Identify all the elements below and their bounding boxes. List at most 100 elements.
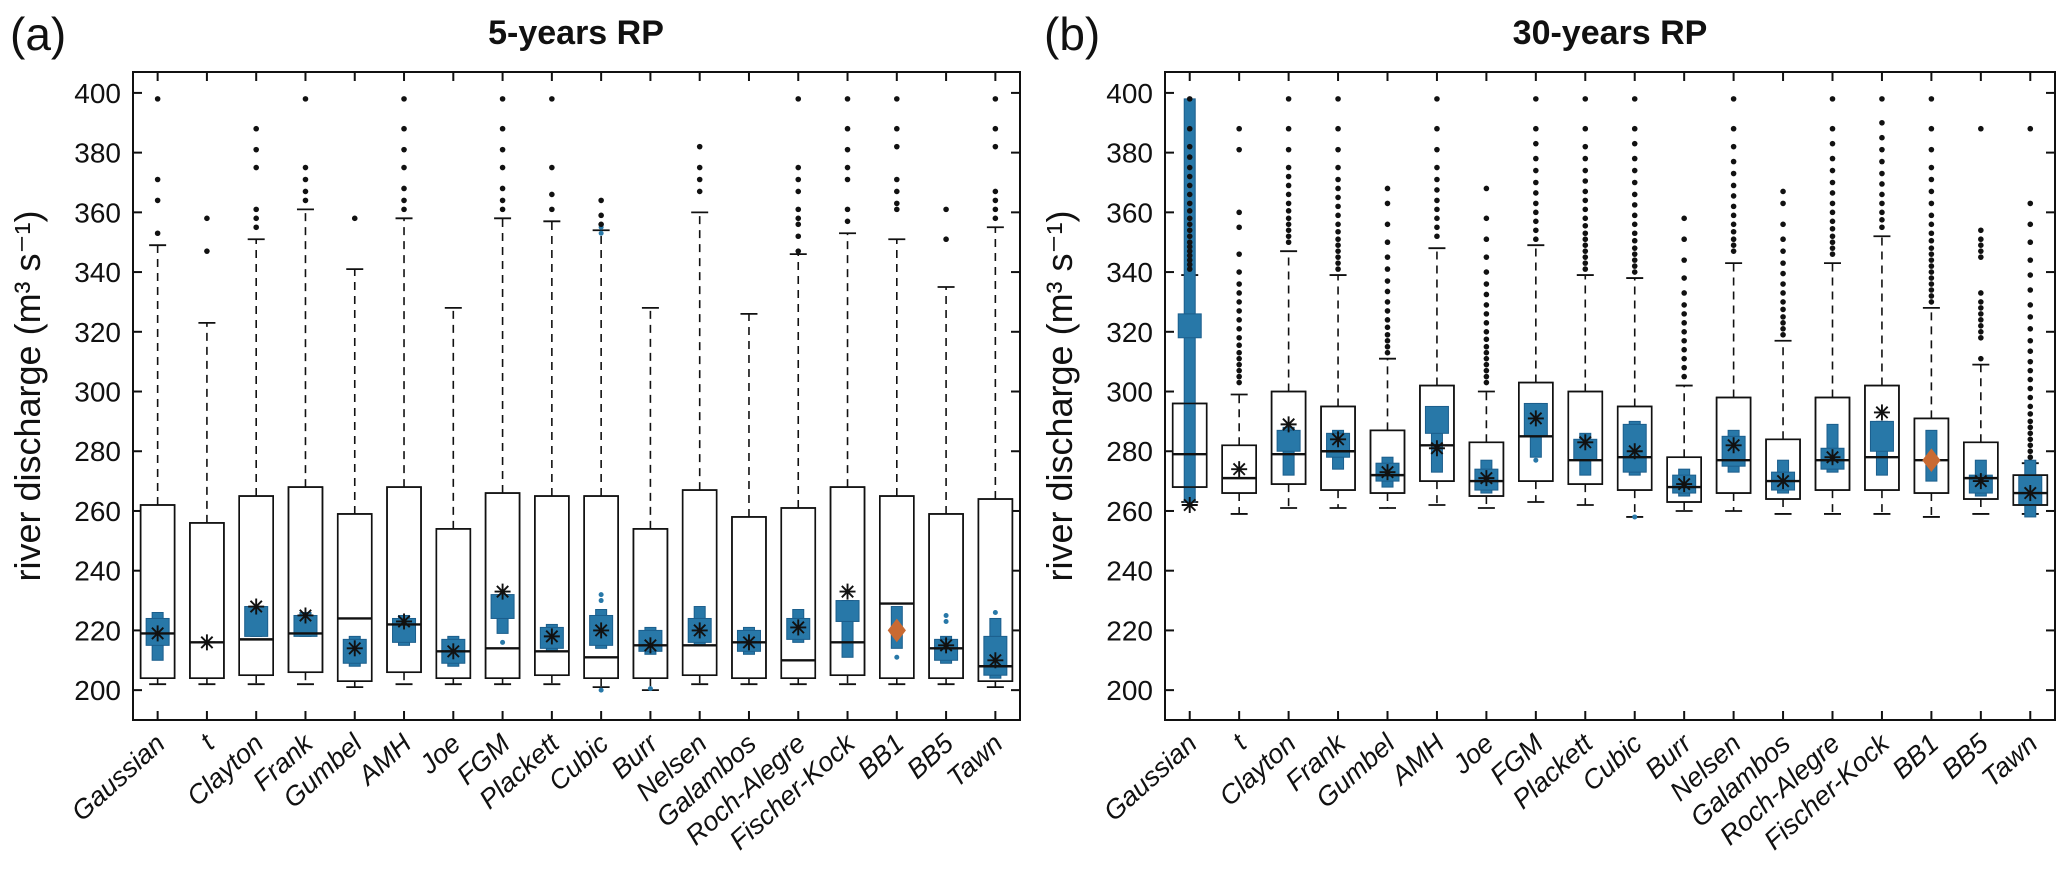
outlier-dot (1631, 230, 1638, 237)
outlier-dot (1582, 236, 1589, 243)
iqr-box-outline (189, 522, 225, 679)
iqr-box-outline (1913, 417, 1950, 494)
outlier-dot (1236, 349, 1242, 356)
outlier-dot (1928, 299, 1935, 305)
outlier-dot (1730, 228, 1737, 235)
outlier-dot (302, 176, 309, 183)
panel-a-y-axis-label: river discharge (m³ s⁻¹) (7, 210, 48, 581)
boxplot-Joe (435, 307, 472, 686)
outlier-dot (1829, 125, 1836, 132)
iqr-box-outline (731, 516, 767, 679)
outlier-dot (1285, 215, 1292, 222)
outlier-dot (1730, 248, 1737, 254)
outlier-dot (1978, 334, 1984, 341)
outlier-dot (1730, 125, 1737, 132)
outlier-dot (1780, 306, 1786, 313)
outlier-dot (1285, 182, 1292, 189)
y-tick-label: 340 (74, 257, 121, 288)
outlier-dot (1780, 188, 1786, 195)
boxplot-Tawn (2012, 125, 2049, 518)
outlier-dot (1186, 96, 1193, 102)
boxplot-Clayton (1270, 96, 1307, 509)
outlier-dot (2027, 337, 2034, 344)
iqr-box (681, 489, 718, 677)
outlier-dot (1730, 96, 1737, 102)
outlier-dot (1335, 176, 1341, 183)
outlier-dot (1384, 324, 1391, 331)
outlier-dot (1236, 209, 1242, 216)
outlier-dot (1483, 269, 1490, 275)
asterisk-marker (1428, 440, 1445, 457)
outlier-dot (1384, 349, 1391, 356)
outlier-dot (499, 206, 506, 213)
outlier-dot (1978, 328, 1984, 335)
outlier-dot (1582, 125, 1589, 132)
blue-outlier-dot (647, 686, 653, 692)
outlier-dot (2027, 302, 2034, 308)
outlier-dot (1730, 236, 1737, 243)
outlier-dot (1236, 317, 1242, 323)
panel-a-plot: 200 220 240 260 280 300 320 340 360 380 400 Gaussia… (66, 71, 1021, 856)
iqr-box-outline (1765, 438, 1801, 500)
outlier-dot (1236, 342, 1242, 349)
outlier-dot (253, 224, 259, 231)
outlier-dot (1978, 323, 1984, 329)
outlier-dot (253, 206, 259, 213)
asterisk-marker (445, 643, 462, 660)
boxplot-AMH (386, 96, 422, 686)
outlier-dot (549, 96, 555, 102)
outlier-dot (401, 197, 407, 204)
outlier-dot (894, 125, 900, 132)
iqr-box (189, 522, 225, 679)
outlier-dot (1483, 373, 1490, 380)
x-tick-label: Tawn (941, 728, 1008, 793)
iqr-box (879, 495, 915, 679)
outlier-dot (1434, 197, 1440, 204)
outlier-dot (401, 125, 407, 132)
iqr-box-outline (681, 489, 718, 677)
outlier-dot (1631, 167, 1638, 174)
outlier-dot (795, 96, 802, 102)
y-tick-label: 240 (74, 556, 121, 587)
outlier-dot (1928, 125, 1935, 132)
boxplot-BB5 (928, 206, 964, 686)
outlier-dot (1582, 206, 1589, 213)
x-tick-label: Tawn (1976, 728, 2043, 793)
outlier-dot (1780, 331, 1786, 338)
outlier-dot (1879, 191, 1885, 198)
outlier-dot (1236, 281, 1242, 287)
outlier-dot (401, 164, 407, 171)
outlier-dot (1434, 96, 1440, 102)
outlier-dot (1681, 373, 1687, 380)
asterisk-marker (1676, 476, 1693, 493)
y-tick-label: 260 (1106, 496, 1153, 527)
outlier-dot (1879, 170, 1885, 177)
outlier-dot (1681, 346, 1687, 353)
outlier-dot (1631, 202, 1638, 208)
iqr-box-outline (928, 513, 964, 679)
outlier-dot (1483, 361, 1490, 368)
outlier-dot (1631, 269, 1638, 275)
outlier-dot (894, 206, 900, 213)
outlier-dot (1186, 125, 1193, 132)
blue-core-box (1869, 420, 1894, 452)
asterisk-marker (1824, 449, 1841, 466)
outlier-dot (1582, 260, 1589, 266)
outlier-dot (351, 215, 358, 222)
outlier-dot (1631, 96, 1638, 102)
plot-frame (132, 71, 1021, 721)
outlier-dot (1384, 299, 1391, 305)
blue-outlier-dot (1533, 457, 1539, 463)
outlier-dot (302, 188, 309, 195)
outlier-dot (1434, 206, 1440, 213)
outlier-dot (1335, 125, 1341, 132)
x-tick-label: Gaussian (1098, 728, 1203, 827)
boxplot-Roch-Alegre (780, 96, 817, 686)
outlier-dot (2027, 454, 2034, 461)
outlier-dot (1533, 200, 1539, 207)
iqr-box-outline (1814, 396, 1851, 491)
asterisk-marker (1280, 416, 1297, 433)
outlier-dot (1236, 326, 1242, 332)
iqr-box-outline (1221, 444, 1257, 494)
outlier-dot (1730, 221, 1737, 228)
